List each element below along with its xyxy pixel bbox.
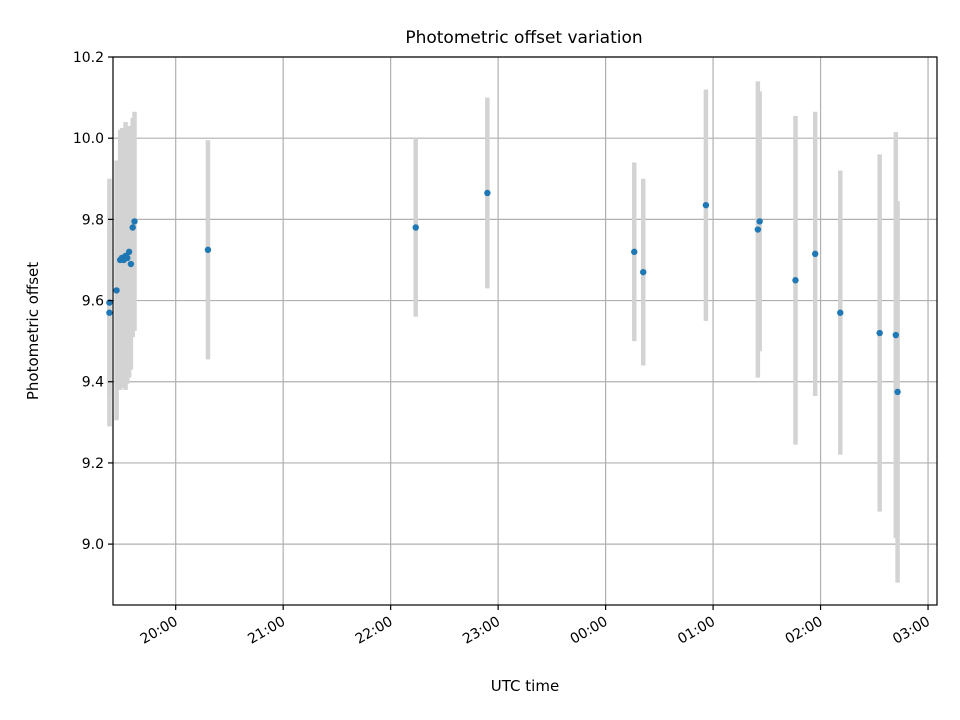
data-point <box>894 388 901 396</box>
data-point <box>412 224 419 231</box>
data-point <box>113 287 120 294</box>
data-point <box>640 268 647 276</box>
data-point <box>106 309 113 316</box>
x-axis-title: UTC time <box>491 677 559 695</box>
data-point <box>756 218 763 225</box>
y-axis-title: Photometric offset <box>24 262 42 400</box>
data-point <box>631 248 638 256</box>
y-tick-label: 9.2 <box>82 456 104 472</box>
data-point <box>131 218 138 225</box>
y-tick-label: 9.6 <box>82 294 104 310</box>
data-point <box>754 226 762 233</box>
data-point <box>127 260 135 268</box>
data-point <box>702 201 710 209</box>
data-point <box>876 329 883 337</box>
data-point <box>129 224 136 231</box>
data-points <box>106 189 901 396</box>
y-axis: 9.0 9.2 9.4 9.6 9.8 10.0 10.2 <box>73 50 113 553</box>
data-point <box>892 331 899 339</box>
data-point <box>125 248 133 256</box>
y-tick-label: 9.8 <box>82 212 104 228</box>
data-point <box>792 277 799 284</box>
plot-frame <box>112 56 938 606</box>
y-tick-label: 9.4 <box>82 375 104 391</box>
y-tick-label: 9.0 <box>82 537 104 553</box>
data-point <box>204 246 212 254</box>
data-point <box>484 189 491 197</box>
data-point <box>124 254 131 262</box>
data-point <box>811 250 819 258</box>
y-tick-label: 10.2 <box>73 50 104 66</box>
y-tick-label: 10.0 <box>73 131 104 147</box>
chart-title: Photometric offset variation <box>405 28 642 48</box>
data-point <box>837 309 844 316</box>
